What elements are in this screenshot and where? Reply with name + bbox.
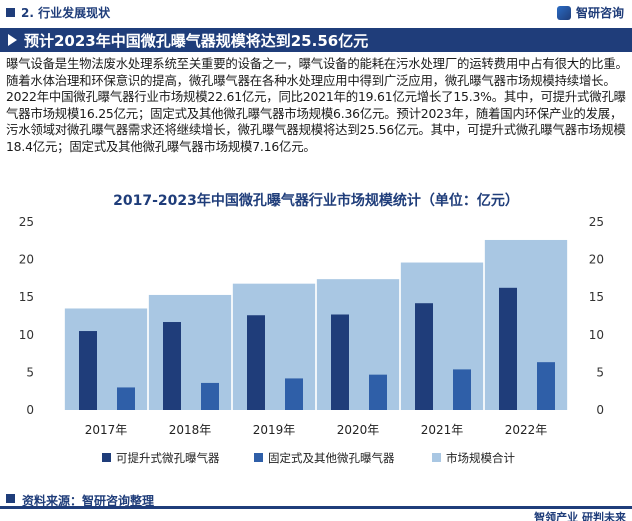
bar-liftable: [79, 331, 97, 410]
y-tick-label-right: 0: [596, 403, 604, 417]
x-tick-label: 2022年: [505, 423, 548, 437]
section-title: 2. 行业发展现状: [21, 6, 111, 20]
brand-icon: [556, 5, 571, 20]
y-tick-label-left: 25: [19, 215, 34, 229]
source-marker-icon: [6, 494, 15, 503]
section-label: 2. 行业发展现状: [6, 4, 110, 21]
arrow-right-icon: [8, 34, 17, 46]
x-tick-label: 2018年: [169, 423, 212, 437]
bar-fixed: [117, 387, 135, 410]
bar-fixed: [285, 378, 303, 410]
legend-swatch: [254, 453, 263, 462]
bar-liftable: [331, 314, 349, 410]
x-tick-label: 2017年: [85, 423, 128, 437]
x-tick-label: 2020年: [337, 423, 380, 437]
top-bar: 2. 行业发展现状 智研咨询: [0, 0, 632, 26]
footer: [0, 488, 632, 521]
slogan: 智领产业 研判未来: [534, 511, 626, 521]
legend-swatch: [102, 453, 111, 462]
x-tick-label: 2019年: [253, 423, 296, 437]
bar-liftable: [163, 322, 181, 410]
chart-title: 2017-2023年中国微孔曝气器行业市场规模统计（单位：亿元）: [113, 193, 519, 209]
y-tick-label-right: 10: [589, 328, 604, 342]
source-note: 资料来源：智研咨询整理: [22, 494, 155, 508]
section-marker-icon: [6, 8, 15, 17]
brand-logo: 智研咨询: [556, 4, 624, 21]
bar-fixed: [201, 382, 219, 410]
page-heading: 预计2023年中国微孔曝气器规模将达到25.56亿元: [24, 32, 369, 50]
bottom-rule: [0, 506, 632, 509]
bar-fixed: [453, 369, 471, 410]
legend-label: 可提升式微孔曝气器: [116, 451, 220, 465]
y-tick-label-right: 15: [589, 290, 604, 304]
legend-label: 固定式及其他微孔曝气器: [268, 451, 395, 465]
y-tick-label-right: 20: [589, 253, 604, 267]
bar-liftable: [499, 287, 517, 410]
heading-bar: 预计2023年中国微孔曝气器规模将达到25.56亿元: [0, 28, 632, 52]
brand-name: 智研咨询: [575, 6, 624, 20]
y-tick-label-left: 0: [26, 403, 34, 417]
legend-label: 市场规模合计: [446, 451, 515, 465]
y-tick-label-right: 5: [596, 365, 604, 379]
y-tick-label-right: 25: [589, 215, 604, 229]
x-tick-label: 2021年: [421, 423, 464, 437]
bar-fixed: [369, 374, 387, 410]
legend-swatch: [432, 453, 441, 462]
y-tick-label-left: 20: [19, 253, 34, 267]
y-tick-label-left: 10: [19, 328, 34, 342]
y-tick-label-left: 15: [19, 290, 34, 304]
bar-fixed: [537, 362, 555, 410]
body-paragraph: 曝气设备是生物法废水处理系统至关重要的设备之一，曝气设备的能耗在污水处理厂的运转…: [6, 56, 628, 154]
bar-liftable: [415, 303, 433, 410]
bar-liftable: [247, 315, 265, 410]
y-tick-label-left: 5: [26, 365, 34, 379]
bar-chart: 0 0 5 5 10 10 15 15 20 20 25 25 2017年 2018年 2019年 2020年…: [19, 215, 604, 465]
